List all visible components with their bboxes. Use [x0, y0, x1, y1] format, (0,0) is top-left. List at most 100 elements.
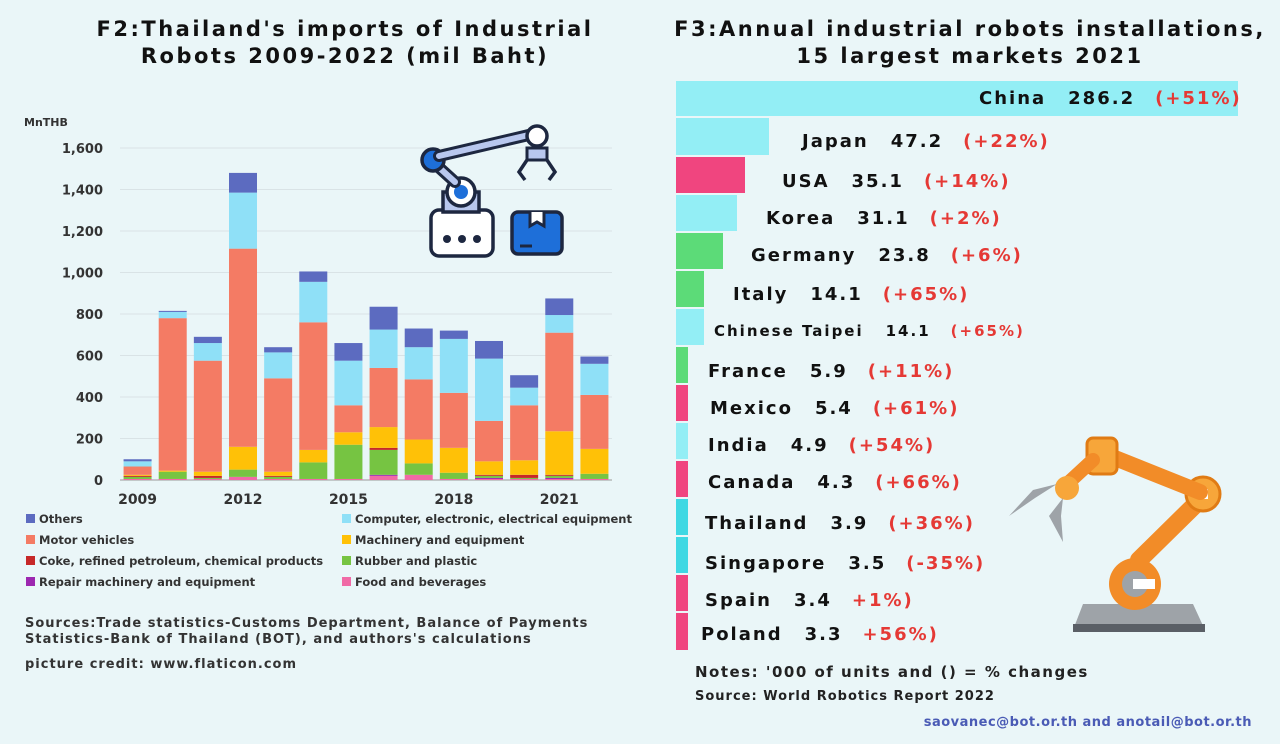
bar-segment-computer-2009: [123, 461, 152, 467]
bar-china: [676, 81, 1238, 116]
bar-segment-food-2013: [264, 478, 293, 480]
bar-india: [676, 423, 688, 459]
bar-segment-rubber-2013: [264, 476, 293, 479]
bar-segment-rubber-2011: [193, 477, 222, 479]
country-label: India: [708, 435, 769, 456]
f3-title-line2: 15 largest markets 2021: [796, 44, 1144, 68]
bar-segment-coke-2020: [510, 474, 539, 478]
legend-swatch: [26, 535, 35, 544]
bar-segment-food-2017: [404, 474, 433, 480]
legend-swatch: [26, 556, 35, 565]
bar-segment-rubber-2016: [369, 449, 398, 475]
bar-segment-motor-2010: [158, 318, 187, 471]
legend-item-motor-vehicles: Motor vehicles: [26, 533, 134, 547]
bar-segment-motor-2013: [264, 378, 293, 472]
f2-bars: [123, 172, 609, 480]
f3-row-label: Korea 31.1 (+2%): [766, 208, 1002, 229]
country-label: Poland: [701, 624, 783, 645]
bar-segment-rubber-2017: [404, 463, 433, 475]
f3-notes: Notes: '000 of units and () = % changes: [695, 663, 1089, 681]
bar-segment-computer-2013: [264, 352, 293, 379]
bar-segment-repair-2016: [369, 474, 398, 476]
bar-segment-rubber-2021: [545, 475, 574, 478]
f2-y-axis-unit: MnTHB: [24, 116, 68, 129]
bar-segment-coke-2011: [193, 475, 222, 478]
bar-segment-others-2020: [510, 375, 539, 388]
x-tick-label: 2018: [434, 492, 473, 508]
bar-chinese-taipei: [676, 309, 704, 345]
bar-segment-motor-2022: [580, 394, 609, 449]
change-label: (+6%): [950, 245, 1023, 266]
f3-row-label: Singapore 3.5 (-35%): [705, 553, 985, 574]
bar-segment-machinery-2014: [299, 449, 328, 463]
bar-segment-rubber-2018: [439, 472, 468, 479]
bar-segment-others-2009: [123, 459, 152, 462]
bar-segment-computer-2020: [510, 387, 539, 406]
x-tick-label: 2021: [540, 492, 579, 508]
bar-segment-rubber-2014: [299, 462, 328, 479]
change-label: (+51%): [1155, 88, 1242, 109]
bar-segment-rubber-2015: [334, 444, 363, 479]
y-tick-label: 1,400: [62, 184, 103, 199]
f2-picture-credit: picture credit: www.flaticon.com: [25, 657, 298, 672]
legend-label: Motor vehicles: [39, 533, 135, 547]
bar-segment-computer-2010: [158, 311, 187, 319]
change-label: (+14%): [923, 171, 1011, 192]
f2-title-line1: F2:Thailand's imports of Industrial: [96, 17, 594, 41]
bar-segment-computer-2017: [404, 347, 433, 380]
bar-segment-others-2010: [158, 310, 187, 312]
bar-segment-machinery-2011: [193, 471, 222, 476]
country-label: Japan: [802, 131, 869, 152]
bar-segment-machinery-2021: [545, 431, 574, 475]
bar-korea: [676, 195, 738, 231]
f3-row-label: France 5.9 (+11%): [708, 361, 954, 382]
bar-segment-others-2011: [193, 336, 222, 344]
contact-emails: saovanec@bot.or.th and anotail@bot.or.th: [923, 715, 1252, 730]
y-tick-label: 400: [76, 391, 103, 406]
value-label: 14.1: [810, 284, 863, 305]
bar-segment-machinery-2018: [439, 447, 468, 473]
f3-row-label: Poland 3.3 +56%): [701, 624, 939, 645]
bar-segment-computer-2011: [193, 343, 222, 361]
legend-swatch: [342, 556, 351, 565]
country-label: Germany: [751, 245, 857, 266]
bar-segment-coke-2016: [369, 447, 398, 450]
bar-segment-food-2020: [510, 478, 539, 480]
x-tick-label: 2015: [329, 492, 368, 508]
bar-segment-repair-2019: [475, 477, 503, 479]
bar-segment-others-2016: [369, 306, 398, 330]
bar-segment-motor-2018: [439, 392, 468, 448]
bar-segment-food-2009: [123, 478, 152, 480]
bar-segment-others-2021: [545, 298, 574, 316]
change-label: (+2%): [929, 208, 1002, 229]
bar-segment-others-2019: [475, 340, 503, 359]
bar-segment-rubber-2022: [580, 473, 609, 479]
bar-segment-food-2022: [580, 478, 609, 480]
bar-thailand: [676, 499, 688, 535]
bar-segment-computer-2015: [334, 360, 363, 406]
bar-segment-food-2014: [299, 478, 328, 480]
bar-italy: [676, 271, 704, 307]
change-label: +56%): [862, 624, 939, 645]
legend-label: Repair machinery and equipment: [39, 575, 256, 589]
change-label: (+36%): [888, 513, 975, 534]
change-label: (+65%): [950, 322, 1025, 340]
bar-poland: [676, 613, 688, 650]
change-label: +1%): [851, 590, 914, 611]
f3-row-label: China 286.2 (+51%): [979, 88, 1242, 109]
change-label: (+66%): [875, 472, 962, 493]
bar-segment-motor-2009: [123, 466, 152, 475]
bar-segment-food-2012: [229, 476, 257, 480]
bar-segment-machinery-2012: [229, 446, 257, 470]
x-tick-label: 2009: [118, 492, 157, 508]
legend-swatch: [342, 577, 351, 586]
f3-row-label: Italy 14.1 (+65%): [733, 284, 969, 305]
f2-y-tick-labels: 0 200 400 600 800 1,000 1,200 1,400 1,600: [62, 142, 103, 489]
legend-item-computer: Computer, electronic, electrical equipme…: [342, 512, 632, 526]
bar-segment-others-2018: [439, 330, 468, 339]
country-label: USA: [782, 171, 830, 192]
bar-japan: [676, 118, 769, 155]
f3-row-label: Canada 4.3 (+66%): [708, 472, 962, 493]
y-tick-label: 0: [94, 474, 103, 489]
